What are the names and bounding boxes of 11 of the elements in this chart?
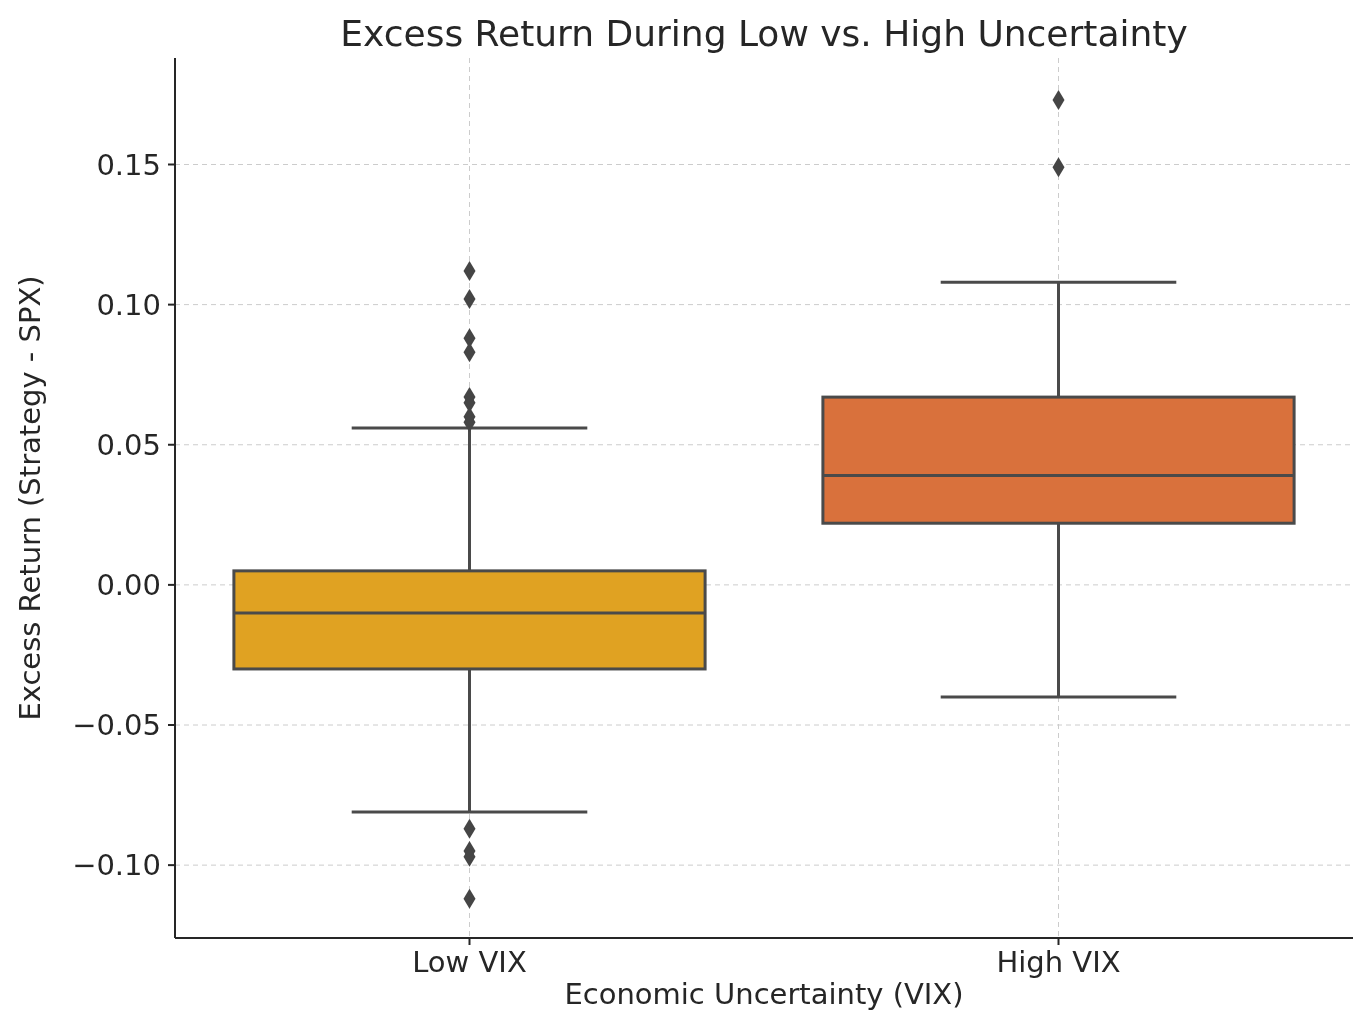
y-tick-label: 0.00 bbox=[96, 568, 161, 603]
y-axis-title: Excess Return (Strategy - SPX) bbox=[13, 275, 47, 721]
x-axis-title: Economic Uncertainty (VIX) bbox=[564, 977, 964, 1011]
y-tick-label: 0.15 bbox=[96, 147, 161, 182]
y-tick-label: −0.10 bbox=[72, 848, 161, 883]
y-tick-label: 0.05 bbox=[96, 427, 161, 462]
x-tick-label: Low VIX bbox=[412, 945, 527, 979]
y-tick-label: −0.05 bbox=[72, 708, 161, 743]
chart-title: Excess Return During Low vs. High Uncertainty bbox=[340, 13, 1188, 54]
x-tick-label: High VIX bbox=[996, 945, 1121, 979]
y-tick-label: 0.10 bbox=[96, 287, 161, 322]
